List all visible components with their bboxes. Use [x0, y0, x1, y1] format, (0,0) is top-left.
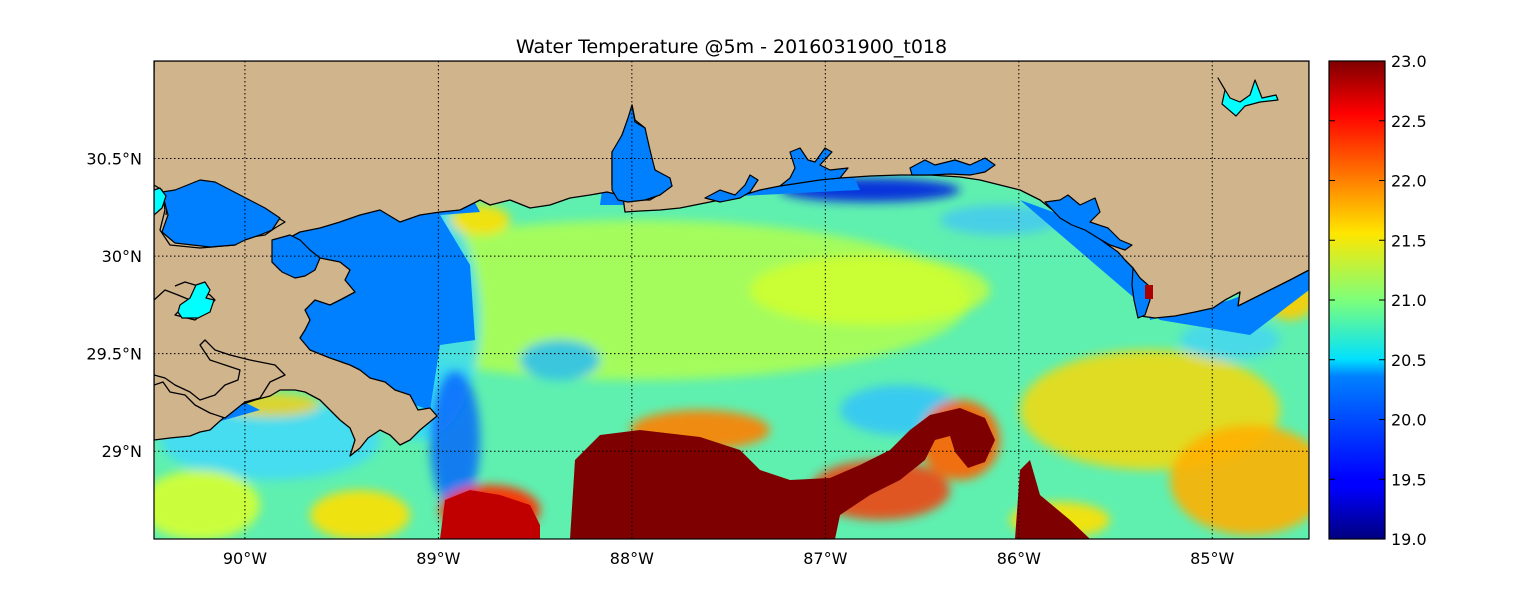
- map-title: Water Temperature @5m - 2016031900_t018: [515, 36, 948, 58]
- warm-core-region: [570, 408, 995, 539]
- longitude-labels: 90°W 89°W 88°W 87°W 86°W 85°W: [223, 549, 1235, 568]
- bays: [161, 104, 1151, 319]
- west-land-lower: [154, 339, 286, 419]
- lakes: [154, 77, 1279, 319]
- colorbar-tick-label: 22.5: [1391, 112, 1427, 131]
- colorbar-tick-label: 20.5: [1391, 351, 1427, 370]
- lat-tick-label: 29°N: [102, 442, 142, 461]
- lon-tick-label: 85°W: [1190, 549, 1234, 568]
- lon-tick-label: 90°W: [223, 549, 267, 568]
- colorbar-tick-label: 21.5: [1391, 231, 1427, 250]
- plot-frame: [153, 60, 1310, 540]
- lon-tick-label: 87°W: [803, 549, 847, 568]
- lon-tick-label: 86°W: [997, 549, 1041, 568]
- warm-spot: [1145, 285, 1153, 299]
- lat-tick-label: 30.5°N: [86, 150, 142, 169]
- colorbar-ticks: 23.0 22.5 22.0 21.5 21.0 20.5 20.0 19.5 19.0: [1329, 52, 1427, 549]
- lon-tick-label: 88°W: [610, 549, 654, 568]
- latitude-labels: 30.5°N 30°N 29.5°N 29°N: [86, 150, 142, 462]
- colorbar-tick-label: 23.0: [1391, 52, 1427, 71]
- colorbar-tick-label: 22.0: [1391, 172, 1427, 191]
- lat-tick-label: 30°N: [102, 247, 142, 266]
- warm-core-region-east: [1015, 460, 1090, 539]
- colorbar-tick-label: 19.0: [1391, 530, 1427, 549]
- colorbar: [1328, 60, 1386, 540]
- lat-tick-label: 29.5°N: [86, 345, 142, 364]
- colorbar-tick-label: 20.0: [1391, 411, 1427, 430]
- map-plot-area: [154, 61, 1309, 539]
- lon-tick-label: 89°W: [416, 549, 460, 568]
- colorbar-tick-label: 21.0: [1391, 291, 1427, 310]
- gridlines: [154, 61, 1309, 539]
- colorbar-tick-label: 19.5: [1391, 470, 1427, 489]
- warm-patch-west: [440, 490, 540, 539]
